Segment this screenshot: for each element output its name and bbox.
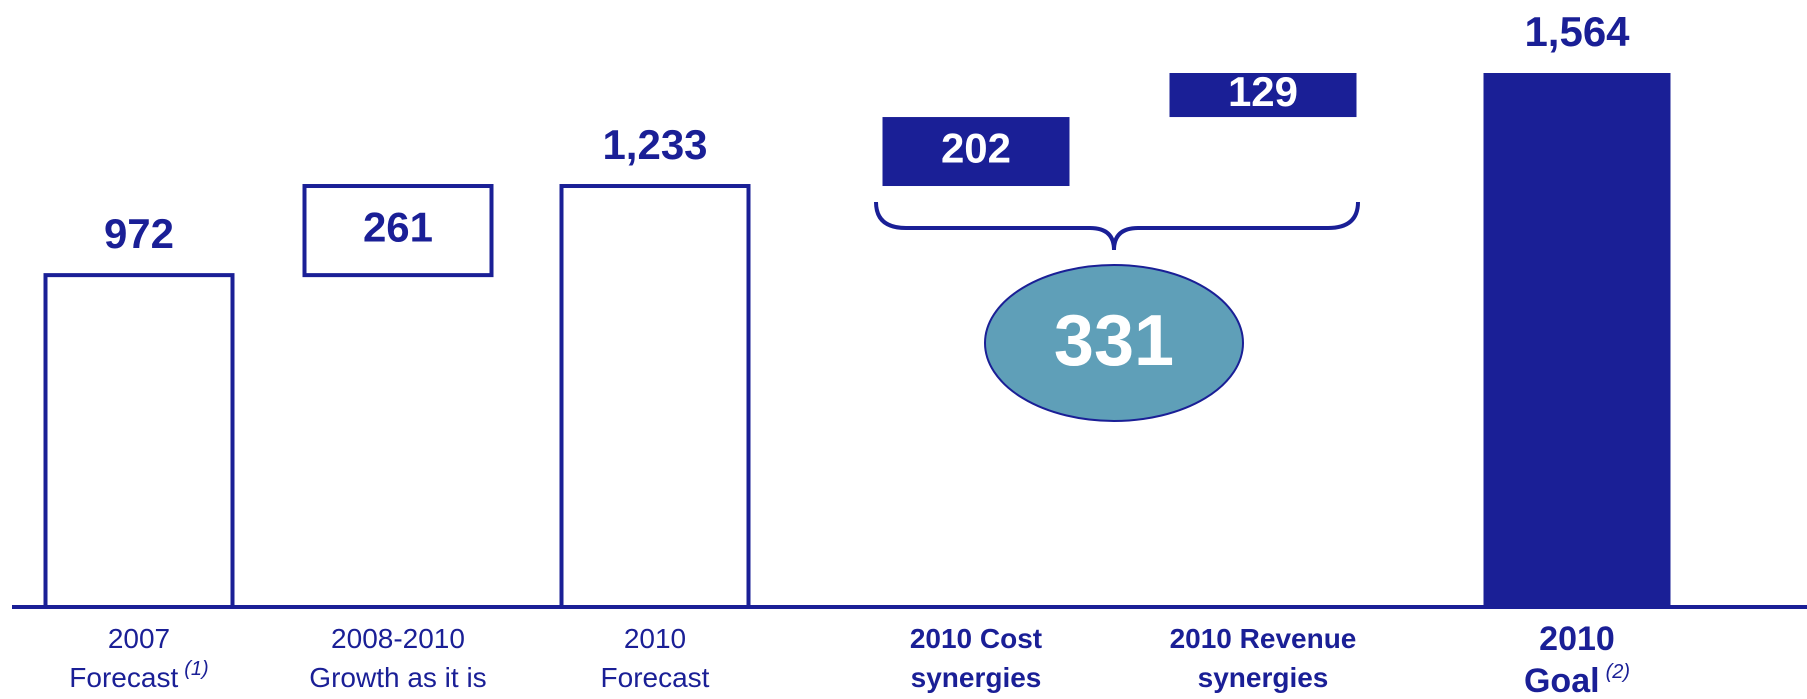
label-line: 2010 Revenue: [1170, 623, 1357, 654]
bar: [882, 117, 1070, 187]
bar: [302, 184, 494, 278]
value-label: 972: [104, 210, 174, 257]
value-label: 202: [941, 125, 1011, 172]
x-tick-label: 2008-2010 Growth as it is: [309, 623, 486, 693]
label-line: Growth as it is: [309, 662, 486, 693]
value-label: 1,564: [1524, 8, 1630, 55]
bar: [1169, 73, 1357, 118]
label-line: synergies: [911, 662, 1042, 693]
x-tick-label: 2007 Forecast (1): [69, 623, 208, 693]
label-line: 2008-2010: [331, 623, 465, 654]
label-line: Goal: [1524, 662, 1600, 699]
bar: [559, 184, 751, 609]
total-ellipse: [984, 264, 1244, 422]
label-line: synergies: [1198, 662, 1329, 693]
label-line: Forecast: [601, 662, 710, 693]
label-line: 2007: [108, 623, 170, 654]
value-label: 261: [363, 204, 433, 251]
bar: [1483, 73, 1671, 607]
label-line: Forecast: [69, 662, 178, 693]
total-label: 331: [1054, 301, 1174, 381]
x-tick-label: 2010 Goal (2): [1524, 620, 1630, 699]
label-line: 2010: [1539, 620, 1615, 658]
value-label: 129: [1228, 68, 1298, 115]
footnote: (2): [1606, 661, 1630, 683]
label-line: 2010: [624, 623, 686, 654]
bar: [43, 273, 235, 609]
x-tick-label: 2010 Forecast: [601, 623, 710, 693]
brace: [874, 201, 1360, 251]
x-tick-label: 2010 Cost synergies: [910, 623, 1042, 693]
footnote: (1): [184, 658, 208, 680]
value-label: 1,233: [602, 121, 707, 168]
x-tick-label: 2010 Revenue synergies: [1170, 623, 1357, 693]
label-line: 2010 Cost: [910, 623, 1042, 654]
